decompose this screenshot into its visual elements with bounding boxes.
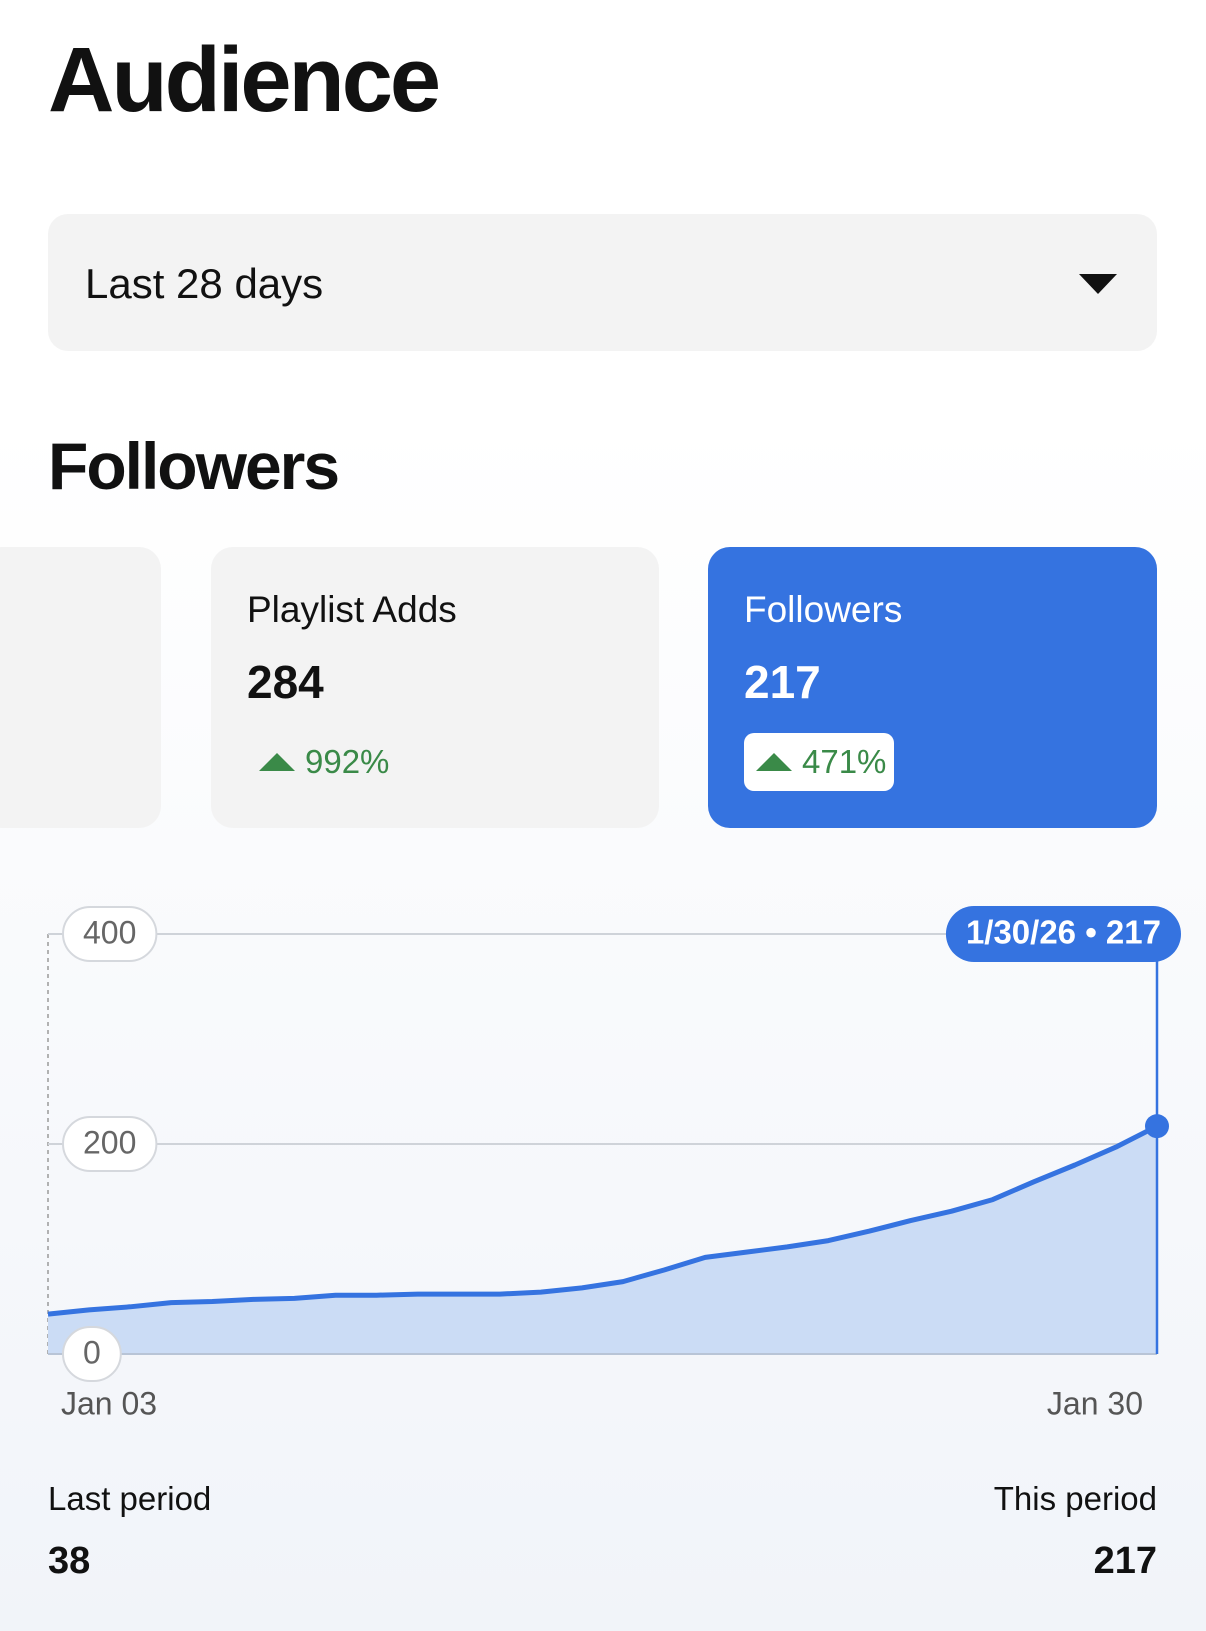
tooltip-text: 1/30/26 • 217 <box>966 914 1161 951</box>
x-tick-label: Jan 30 <box>1047 1385 1143 1421</box>
y-tick-label: 400 <box>83 914 136 950</box>
summary-value: 38 <box>48 1540 91 1582</box>
point <box>1145 1114 1169 1139</box>
change-text: 992% <box>305 743 390 780</box>
dropdown-arrow <box>1079 274 1117 294</box>
y-tick: 400 <box>62 906 158 962</box>
summary-label: This period <box>993 1480 1157 1517</box>
dropdown-label: Last 28 days <box>85 260 324 307</box>
y-tick-label: 0 <box>83 1334 101 1370</box>
card-value: 217 <box>744 656 821 708</box>
y-tick: 200 <box>62 1116 158 1172</box>
y-tick-bg <box>62 1116 158 1172</box>
up-arrow <box>756 753 792 771</box>
line <box>47 1123 1159 1317</box>
metric-card[interactable]: Playlist Adds 284 992% <box>211 547 659 828</box>
page-title: Audience <box>48 29 441 131</box>
card-change: 992% <box>247 733 397 791</box>
summary-value: 217 <box>1093 1540 1157 1582</box>
chart: 1/30/26 • 217 0 200 400 Jan 03 Jan 30 <box>47 906 1181 1421</box>
y-tick: 0 <box>62 1326 122 1382</box>
metric-card-selected[interactable]: Followers 217 471% <box>708 547 1157 828</box>
tooltip: 1/30/26 • 217 <box>945 906 1181 962</box>
y-tick-bg <box>62 906 158 962</box>
card-label: Followers <box>744 589 903 630</box>
summary-label: Last period <box>48 1480 212 1517</box>
period-dropdown[interactable]: Last 28 days <box>48 214 1157 351</box>
card-label: Playlist Adds <box>247 589 457 630</box>
y-tick-bg <box>62 1326 122 1382</box>
x-tick-label: Jan 03 <box>61 1385 157 1421</box>
metric-card[interactable] <box>0 547 161 828</box>
y-tick-label: 200 <box>83 1124 136 1160</box>
card-value: 284 <box>247 656 324 708</box>
card-change: 471% <box>744 733 895 791</box>
tooltip-bg <box>945 906 1181 962</box>
section-title: Followers <box>48 429 340 503</box>
up-arrow <box>259 753 295 771</box>
area <box>48 1126 1157 1354</box>
change-text: 471% <box>802 743 887 780</box>
